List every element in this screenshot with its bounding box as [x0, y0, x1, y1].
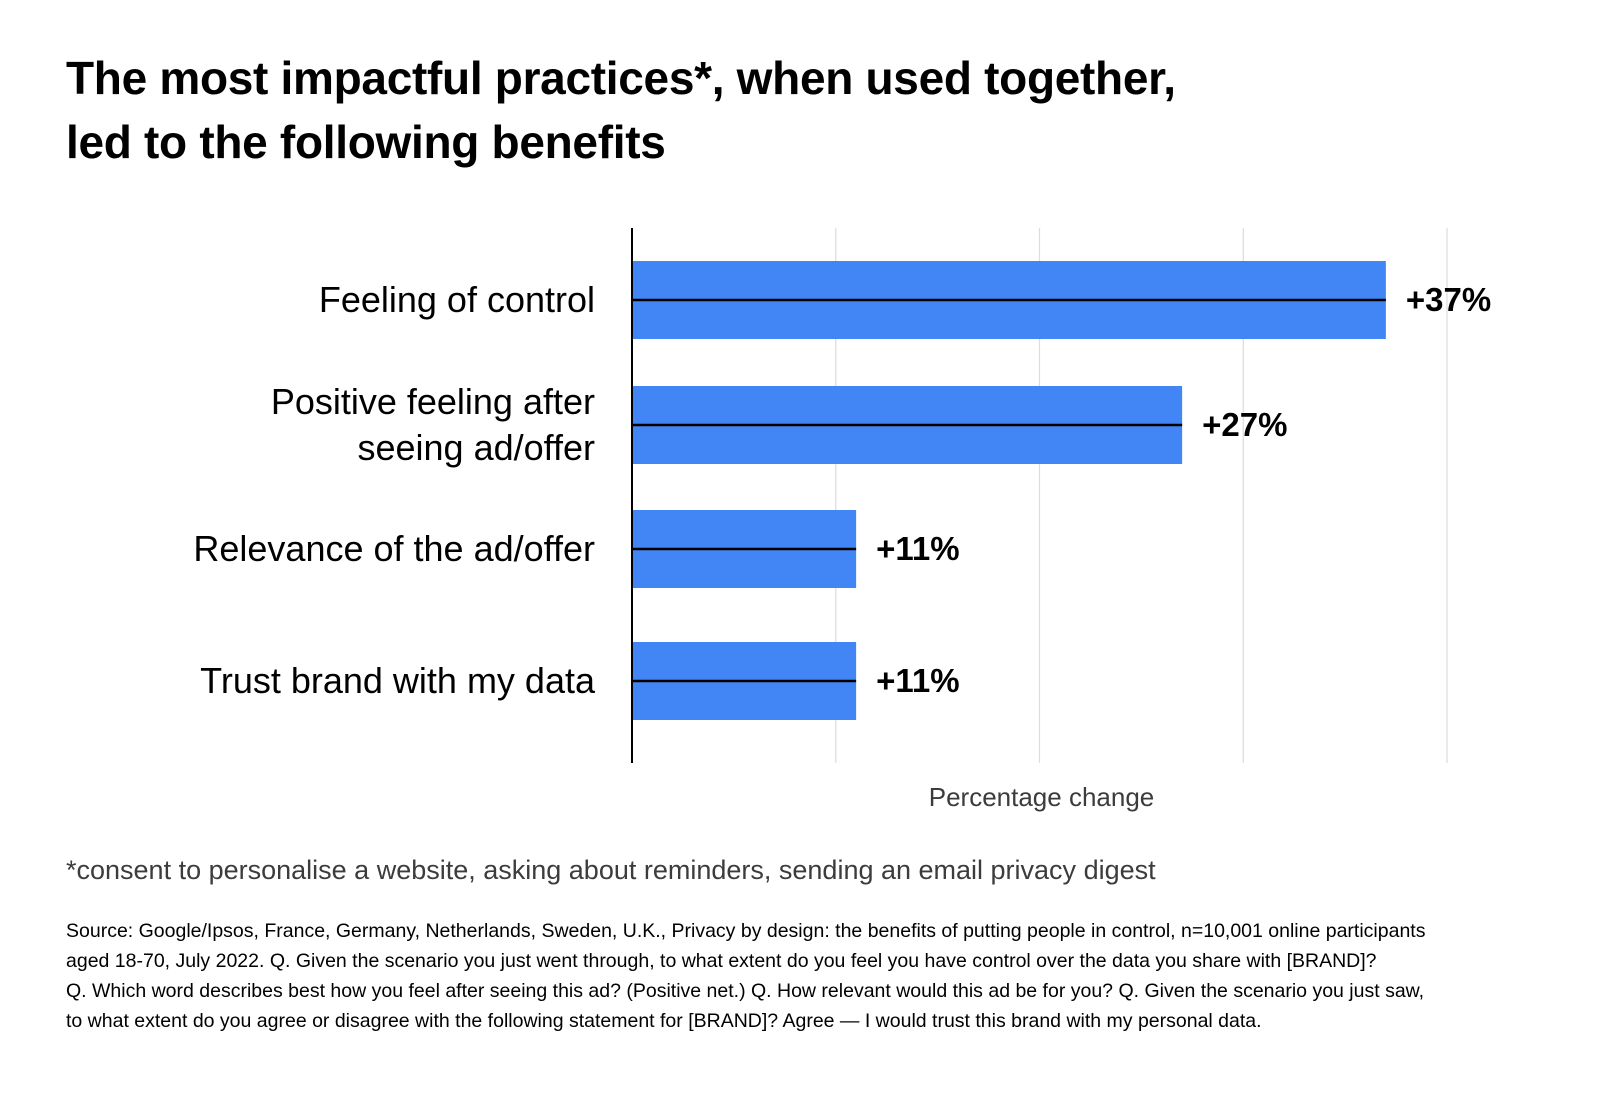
source-line-3: Q. Which word describes best how you fee…: [66, 980, 1425, 1002]
value-label-4: +11%: [876, 662, 960, 699]
bars: [632, 261, 1386, 720]
category-label-1-line-1: Feeling of control: [319, 279, 595, 320]
chart-title: The most impactful practices*, when used…: [66, 46, 1366, 174]
footnote: *consent to personalise a website, askin…: [66, 855, 1156, 885]
x-axis-label: Percentage change: [929, 782, 1155, 812]
category-labels: Feeling of control Positive feeling after…: [193, 279, 596, 701]
source-note: Source: Google/Ipsos, France, Germany, N…: [66, 916, 1506, 1036]
bar-chart: Feeling of control Positive feeling after…: [193, 228, 1491, 812]
chart-title-line-1: The most impactful practices*, when used…: [66, 52, 1176, 104]
chart-title-line-2: led to the following benefits: [66, 116, 666, 168]
source-line-1: Source: Google/Ipsos, France, Germany, N…: [66, 920, 1426, 942]
category-label-1: Feeling of control: [319, 279, 595, 320]
category-label-3-line-1: Relevance of the ad/offer: [193, 528, 595, 569]
category-label-2-line-1: Positive feeling after: [271, 381, 595, 422]
category-label-4-line-1: Trust brand with my data: [200, 660, 596, 701]
category-label-4: Trust brand with my data: [200, 660, 596, 701]
category-label-2-line-2: seeing ad/offer: [357, 427, 595, 468]
value-label-2: +27%: [1202, 406, 1287, 443]
category-label-2: Positive feeling after seeing ad/offer: [271, 381, 595, 468]
value-labels: +37% +27% +11% +11%: [876, 281, 1491, 699]
value-label-3: +11%: [876, 530, 960, 567]
source-line-2: aged 18-70, July 2022. Q. Given the scen…: [66, 950, 1377, 972]
value-label-1: +37%: [1406, 281, 1491, 318]
category-label-3: Relevance of the ad/offer: [193, 528, 595, 569]
source-line-4: to what extent do you agree or disagree …: [66, 1010, 1262, 1032]
